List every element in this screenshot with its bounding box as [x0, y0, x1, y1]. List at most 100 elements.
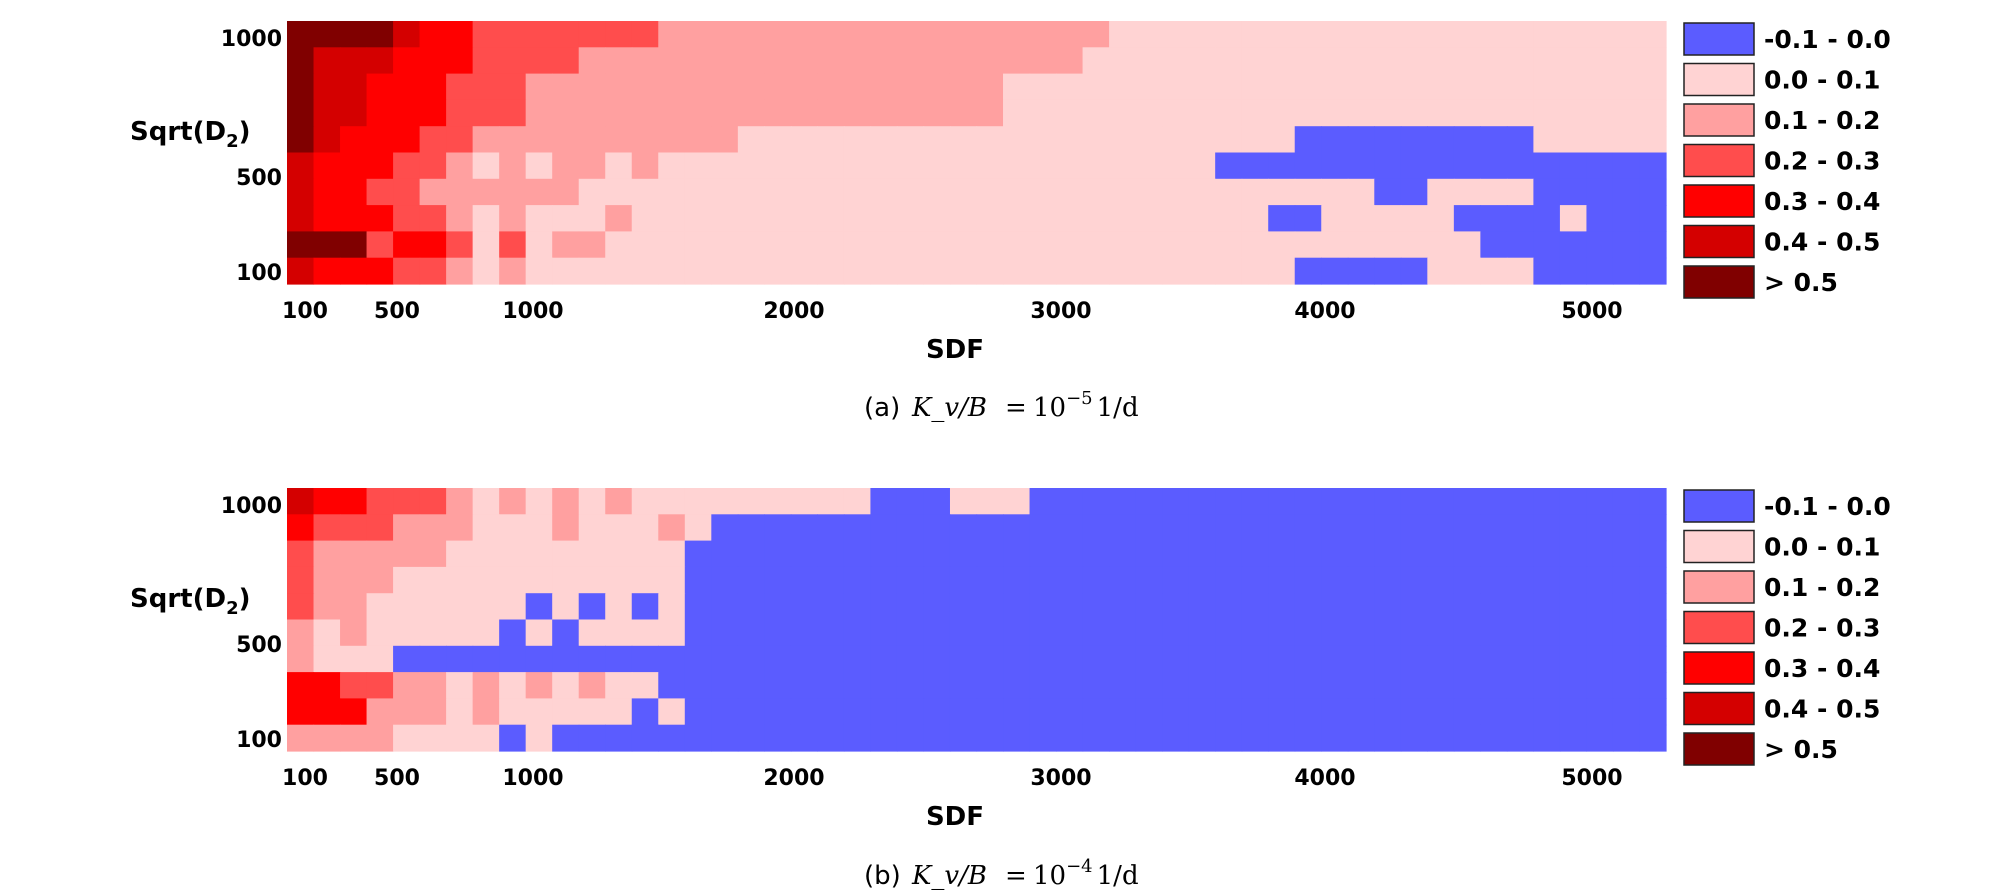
heatmap-cell — [1162, 645, 1190, 673]
heatmap-cell — [552, 21, 580, 48]
caption-equals: = — [1005, 861, 1027, 891]
heatmap-cell — [1056, 566, 1084, 594]
heatmap-cell — [1109, 645, 1137, 673]
heatmap-cell — [843, 540, 872, 568]
heatmap-cell — [1506, 231, 1534, 259]
legend-label: 0.3 - 0.4 — [1764, 654, 1880, 683]
heatmap-cell — [446, 178, 474, 206]
heatmap-cell — [1586, 231, 1614, 259]
heatmap-cell — [737, 698, 765, 726]
heatmap-cell — [1427, 178, 1455, 206]
heatmap-cell — [1294, 21, 1322, 48]
heatmap-cell — [1453, 47, 1481, 75]
heatmap-cell — [737, 514, 765, 542]
heatmap-cell — [1029, 21, 1057, 48]
heatmap-cell — [1268, 47, 1296, 75]
heatmap-cell — [817, 488, 845, 515]
heatmap-cell — [552, 672, 580, 699]
heatmap-cell — [976, 698, 1004, 726]
heatmap-cell — [1374, 178, 1402, 206]
heatmap-cell — [1586, 488, 1614, 515]
heatmap-cell — [1215, 672, 1243, 699]
heatmap-cell — [1480, 566, 1508, 594]
heatmap-cell — [1188, 257, 1216, 285]
heatmap-cell — [605, 540, 633, 568]
heatmap-cell — [1241, 672, 1269, 699]
heatmap-cell — [631, 99, 659, 127]
heatmap-cell — [1427, 540, 1455, 568]
heatmap-cell — [1427, 231, 1455, 259]
legend-swatch — [1683, 489, 1755, 523]
heatmap-cell — [313, 99, 341, 127]
heatmap-cell — [711, 73, 739, 101]
heatmap-cell — [287, 126, 315, 154]
heatmap-cell — [1109, 231, 1137, 259]
heatmap-cell — [949, 645, 978, 673]
heatmap-cell — [287, 152, 315, 180]
heatmap-cell — [446, 619, 474, 647]
heatmap-cell — [684, 724, 712, 752]
heatmap-cell — [393, 566, 421, 594]
heatmap-cell — [631, 73, 659, 101]
heatmap-cell — [366, 619, 394, 647]
heatmap-cell — [499, 73, 527, 101]
heatmap-cell — [1586, 152, 1614, 180]
heatmap-cell — [578, 514, 606, 542]
heatmap-cell — [1559, 645, 1588, 673]
heatmap-cell — [472, 619, 500, 647]
heatmap-cell — [525, 73, 553, 101]
heatmap-cell — [790, 619, 818, 647]
heatmap-cell — [446, 126, 474, 154]
heatmap-cell — [1215, 205, 1243, 232]
heatmap-cell — [1268, 205, 1296, 232]
heatmap-cell — [366, 645, 394, 673]
heatmap-cell — [658, 152, 686, 180]
heatmap-cell — [949, 73, 978, 101]
heatmap-cell — [1321, 698, 1349, 726]
heatmap-cell — [1294, 73, 1322, 101]
heatmap-cell — [1003, 724, 1031, 752]
heatmap-cell — [1374, 257, 1402, 285]
heatmap-cell — [1294, 698, 1322, 726]
heatmap-cell — [1241, 514, 1269, 542]
heatmap-cell — [843, 645, 872, 673]
heatmap-cell — [684, 257, 712, 285]
heatmap-cell — [764, 231, 792, 259]
heatmap-cell — [870, 645, 898, 673]
legend-swatch — [1683, 691, 1755, 726]
heatmap-cell — [552, 152, 580, 180]
heatmap-cell — [1135, 99, 1163, 127]
heatmap-cell — [313, 152, 341, 180]
heatmap-cell — [1321, 514, 1349, 542]
heatmap-cell — [1135, 566, 1163, 594]
heatmap-cell — [631, 645, 659, 673]
heatmap-cell — [366, 257, 394, 285]
heatmap-cell — [1082, 645, 1110, 673]
heatmap-cell — [843, 257, 872, 285]
heatmap-cell — [843, 21, 872, 48]
heatmap-cell — [1003, 126, 1031, 154]
heatmap-cell — [711, 21, 739, 48]
heatmap-cell — [711, 540, 739, 568]
heatmap-cell — [552, 205, 580, 232]
heatmap-cell — [578, 593, 606, 621]
heatmap-cell — [1374, 21, 1402, 48]
heatmap-cell — [764, 205, 792, 232]
panel-label: (b) — [864, 861, 901, 891]
heatmap-cell — [1427, 205, 1455, 232]
x-axis-label: SDF — [926, 335, 984, 365]
heatmap-cell — [1188, 205, 1216, 232]
heatmap-cell — [1559, 99, 1588, 127]
heatmap-cell — [896, 205, 925, 232]
heatmap-cell — [976, 126, 1004, 154]
heatmap-cell — [1162, 231, 1190, 259]
heatmap-cell — [1586, 21, 1614, 48]
heatmap-cell — [1215, 21, 1243, 48]
heatmap-cell — [711, 593, 739, 621]
heatmap-cell — [658, 126, 686, 154]
heatmap-cell — [711, 724, 739, 752]
heatmap-cell — [896, 257, 925, 285]
heatmap-cell — [976, 593, 1004, 621]
heatmap-cell — [605, 231, 633, 259]
heatmap-cell — [605, 566, 633, 594]
